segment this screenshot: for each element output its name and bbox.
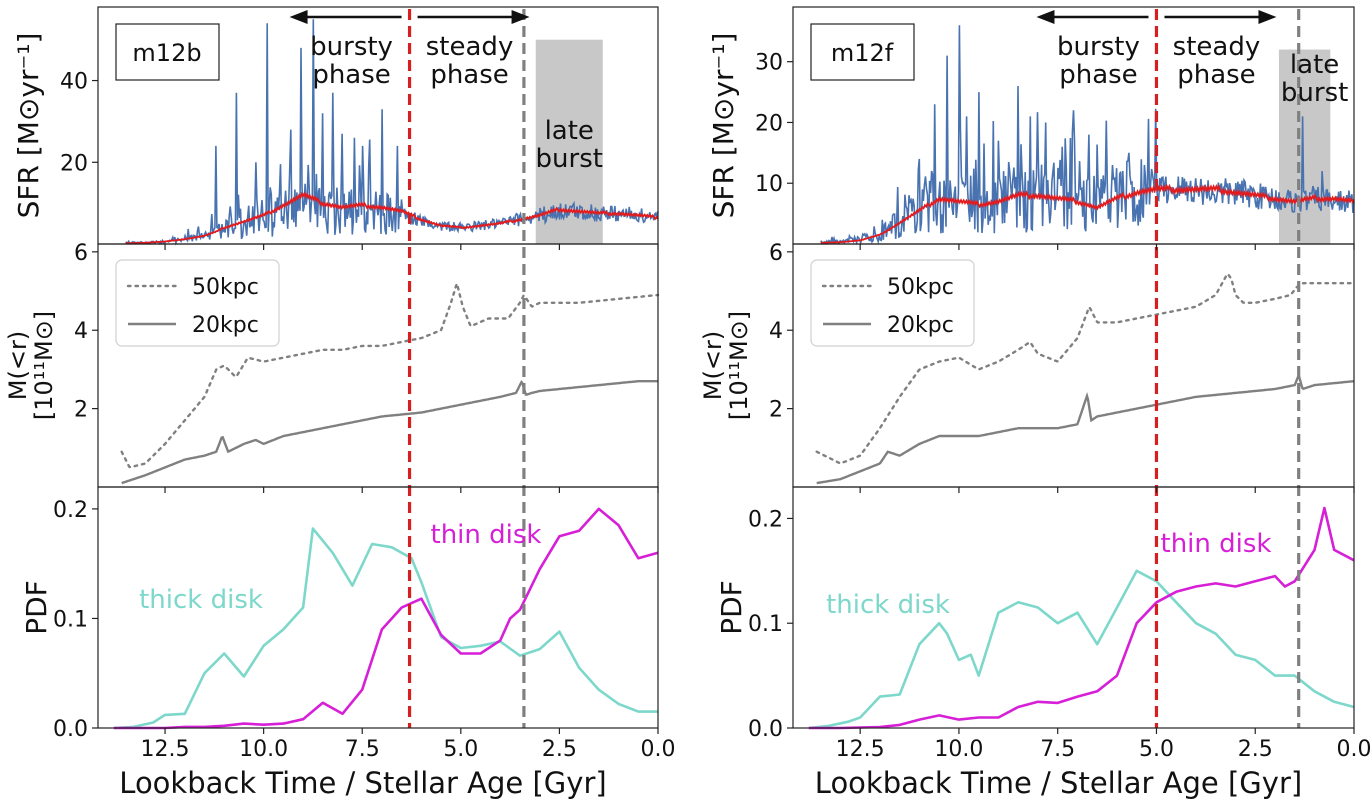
thin-disk-label: thin disk bbox=[431, 520, 542, 550]
thick-disk-line bbox=[113, 527, 658, 730]
thin-disk-label: thin disk bbox=[1161, 529, 1272, 559]
x-tick-label: 10.0 bbox=[934, 737, 983, 762]
pdf-ytick-label: 0.0 bbox=[53, 717, 88, 742]
bursty-label-line1: bursty bbox=[310, 32, 393, 62]
x-tick-label: 7.5 bbox=[345, 737, 380, 762]
sfr-ytick-label: 20 bbox=[755, 111, 783, 136]
mass-y-label-line1: M(<r) bbox=[4, 331, 32, 400]
thick-disk-label: thick disk bbox=[826, 590, 950, 620]
thin-disk-line bbox=[113, 507, 659, 730]
pdf-ytick-label: 0.2 bbox=[748, 507, 783, 532]
pdf-ytick-label: 0.0 bbox=[748, 717, 783, 742]
x-tick-label: 5.0 bbox=[443, 737, 478, 762]
mass-ytick-label: 2 bbox=[769, 398, 783, 423]
x-tick-label: 7.5 bbox=[1040, 737, 1075, 762]
panel-column-m12b: 50kpc 20kpc 20 40 2 4 6 0.0 0.1 0.2 12.5 10.0 7.5 5.0… bbox=[4, 6, 676, 800]
x-axis-title: Lookback Time / Stellar Age [Gyr] bbox=[119, 766, 606, 800]
bursty-arrow-head bbox=[1036, 10, 1055, 24]
steady-arrow-head bbox=[511, 10, 530, 24]
mass-panel: 50kpc 20kpc bbox=[115, 259, 660, 485]
pdf-ytick-label: 0.2 bbox=[53, 498, 88, 523]
legend: 50kpc 20kpc bbox=[115, 259, 280, 347]
mass-50kpc-line bbox=[815, 272, 1356, 465]
pdf-frame bbox=[97, 486, 659, 729]
galaxy-name-box: m12f bbox=[810, 23, 915, 81]
bursty-label-line1: bursty bbox=[1057, 32, 1140, 62]
mass-y-label-line1: M(<r) bbox=[699, 331, 727, 400]
legend-label-50kpc: 50kpc bbox=[192, 275, 259, 300]
galaxy-name: m12b bbox=[132, 39, 201, 67]
pdf-y-label: PDF bbox=[20, 580, 53, 635]
x-tick-label: 10.0 bbox=[239, 737, 288, 762]
legend: 50kpc 20kpc bbox=[810, 259, 975, 347]
sfr-panel bbox=[820, 25, 1355, 246]
mass-ytick-label: 2 bbox=[74, 398, 88, 423]
pdf-frame bbox=[792, 486, 1355, 729]
thick-disk-label: thick disk bbox=[139, 585, 263, 615]
mass-50kpc-line bbox=[120, 279, 660, 469]
sfr-panel bbox=[125, 19, 659, 246]
sfr-series-line bbox=[820, 25, 1355, 246]
late-burst-shade bbox=[1278, 49, 1331, 245]
sfr-average-line bbox=[125, 191, 659, 245]
steady-label-line2: phase bbox=[430, 60, 508, 90]
x-tick-label: 12.5 bbox=[141, 737, 190, 762]
late-burst-label-line1: late bbox=[1290, 50, 1339, 80]
mass-ytick-label: 4 bbox=[74, 319, 88, 344]
x-tick-label: 5.0 bbox=[1139, 737, 1174, 762]
thin-disk-line bbox=[808, 506, 1355, 730]
steady-arrow-head bbox=[1258, 10, 1277, 24]
bursty-label-line2: phase bbox=[312, 60, 390, 90]
x-axis-title: Lookback Time / Stellar Age [Gyr] bbox=[815, 766, 1302, 800]
legend-label-50kpc: 50kpc bbox=[887, 275, 954, 300]
galaxy-name-box: m12b bbox=[115, 23, 220, 81]
legend-label-20kpc: 20kpc bbox=[887, 313, 954, 338]
mass-ytick-label: 4 bbox=[769, 319, 783, 344]
thick-disk-line bbox=[808, 569, 1355, 730]
steady-label-line1: steady bbox=[426, 32, 514, 62]
galaxy-name: m12f bbox=[831, 39, 894, 67]
panel-column-m12f: 50kpc 20kpc 10 20 30 2 4 6 0.0 0.1 0.2 12.5 10.0 7.5 5… bbox=[699, 6, 1371, 800]
x-tick-label: 2.5 bbox=[542, 737, 577, 762]
mass-ytick-label: 6 bbox=[769, 241, 783, 266]
late-burst-label-line2: burst bbox=[1281, 78, 1348, 108]
pdf-ytick-label: 0.1 bbox=[748, 612, 783, 637]
sfr-ytick-label: 30 bbox=[755, 51, 783, 76]
bursty-arrow-head bbox=[289, 10, 308, 24]
legend-label-20kpc: 20kpc bbox=[192, 313, 259, 338]
late-burst-label-line2: burst bbox=[536, 144, 603, 174]
mass-20kpc-line bbox=[816, 375, 1355, 485]
pdf-ytick-label: 0.1 bbox=[53, 607, 88, 632]
mass-20kpc-line bbox=[121, 379, 658, 485]
sfr-ytick-label: 40 bbox=[60, 70, 88, 95]
steady-label-line2: phase bbox=[1177, 60, 1255, 90]
x-tick-label: 0.0 bbox=[641, 737, 676, 762]
pdf-panel bbox=[808, 506, 1355, 730]
bursty-label-line2: phase bbox=[1059, 60, 1137, 90]
sfr-y-label: SFR [M⊙yr⁻¹] bbox=[12, 33, 45, 219]
mass-ytick-label: 6 bbox=[74, 241, 88, 266]
sfr-y-label: SFR [M⊙yr⁻¹] bbox=[707, 33, 740, 219]
pdf-y-label: PDF bbox=[715, 580, 748, 635]
mass-panel: 50kpc 20kpc bbox=[810, 259, 1356, 485]
sfr-ytick-label: 20 bbox=[60, 151, 88, 176]
x-tick-label: 2.5 bbox=[1238, 737, 1273, 762]
late-burst-label-line1: late bbox=[545, 116, 594, 146]
sfr-average-line bbox=[820, 183, 1355, 244]
galaxy-name-frame bbox=[115, 23, 220, 81]
x-tick-label: 0.0 bbox=[1337, 737, 1371, 762]
galaxy-name-frame bbox=[810, 23, 915, 81]
pdf-panel bbox=[113, 507, 659, 730]
x-tick-label: 12.5 bbox=[836, 737, 885, 762]
sfr-ytick-label: 10 bbox=[755, 172, 783, 197]
steady-label-line1: steady bbox=[1173, 32, 1261, 62]
mass-y-label-line2: [10¹¹M⊙] bbox=[725, 311, 753, 420]
mass-y-label-line2: [10¹¹M⊙] bbox=[30, 311, 58, 420]
